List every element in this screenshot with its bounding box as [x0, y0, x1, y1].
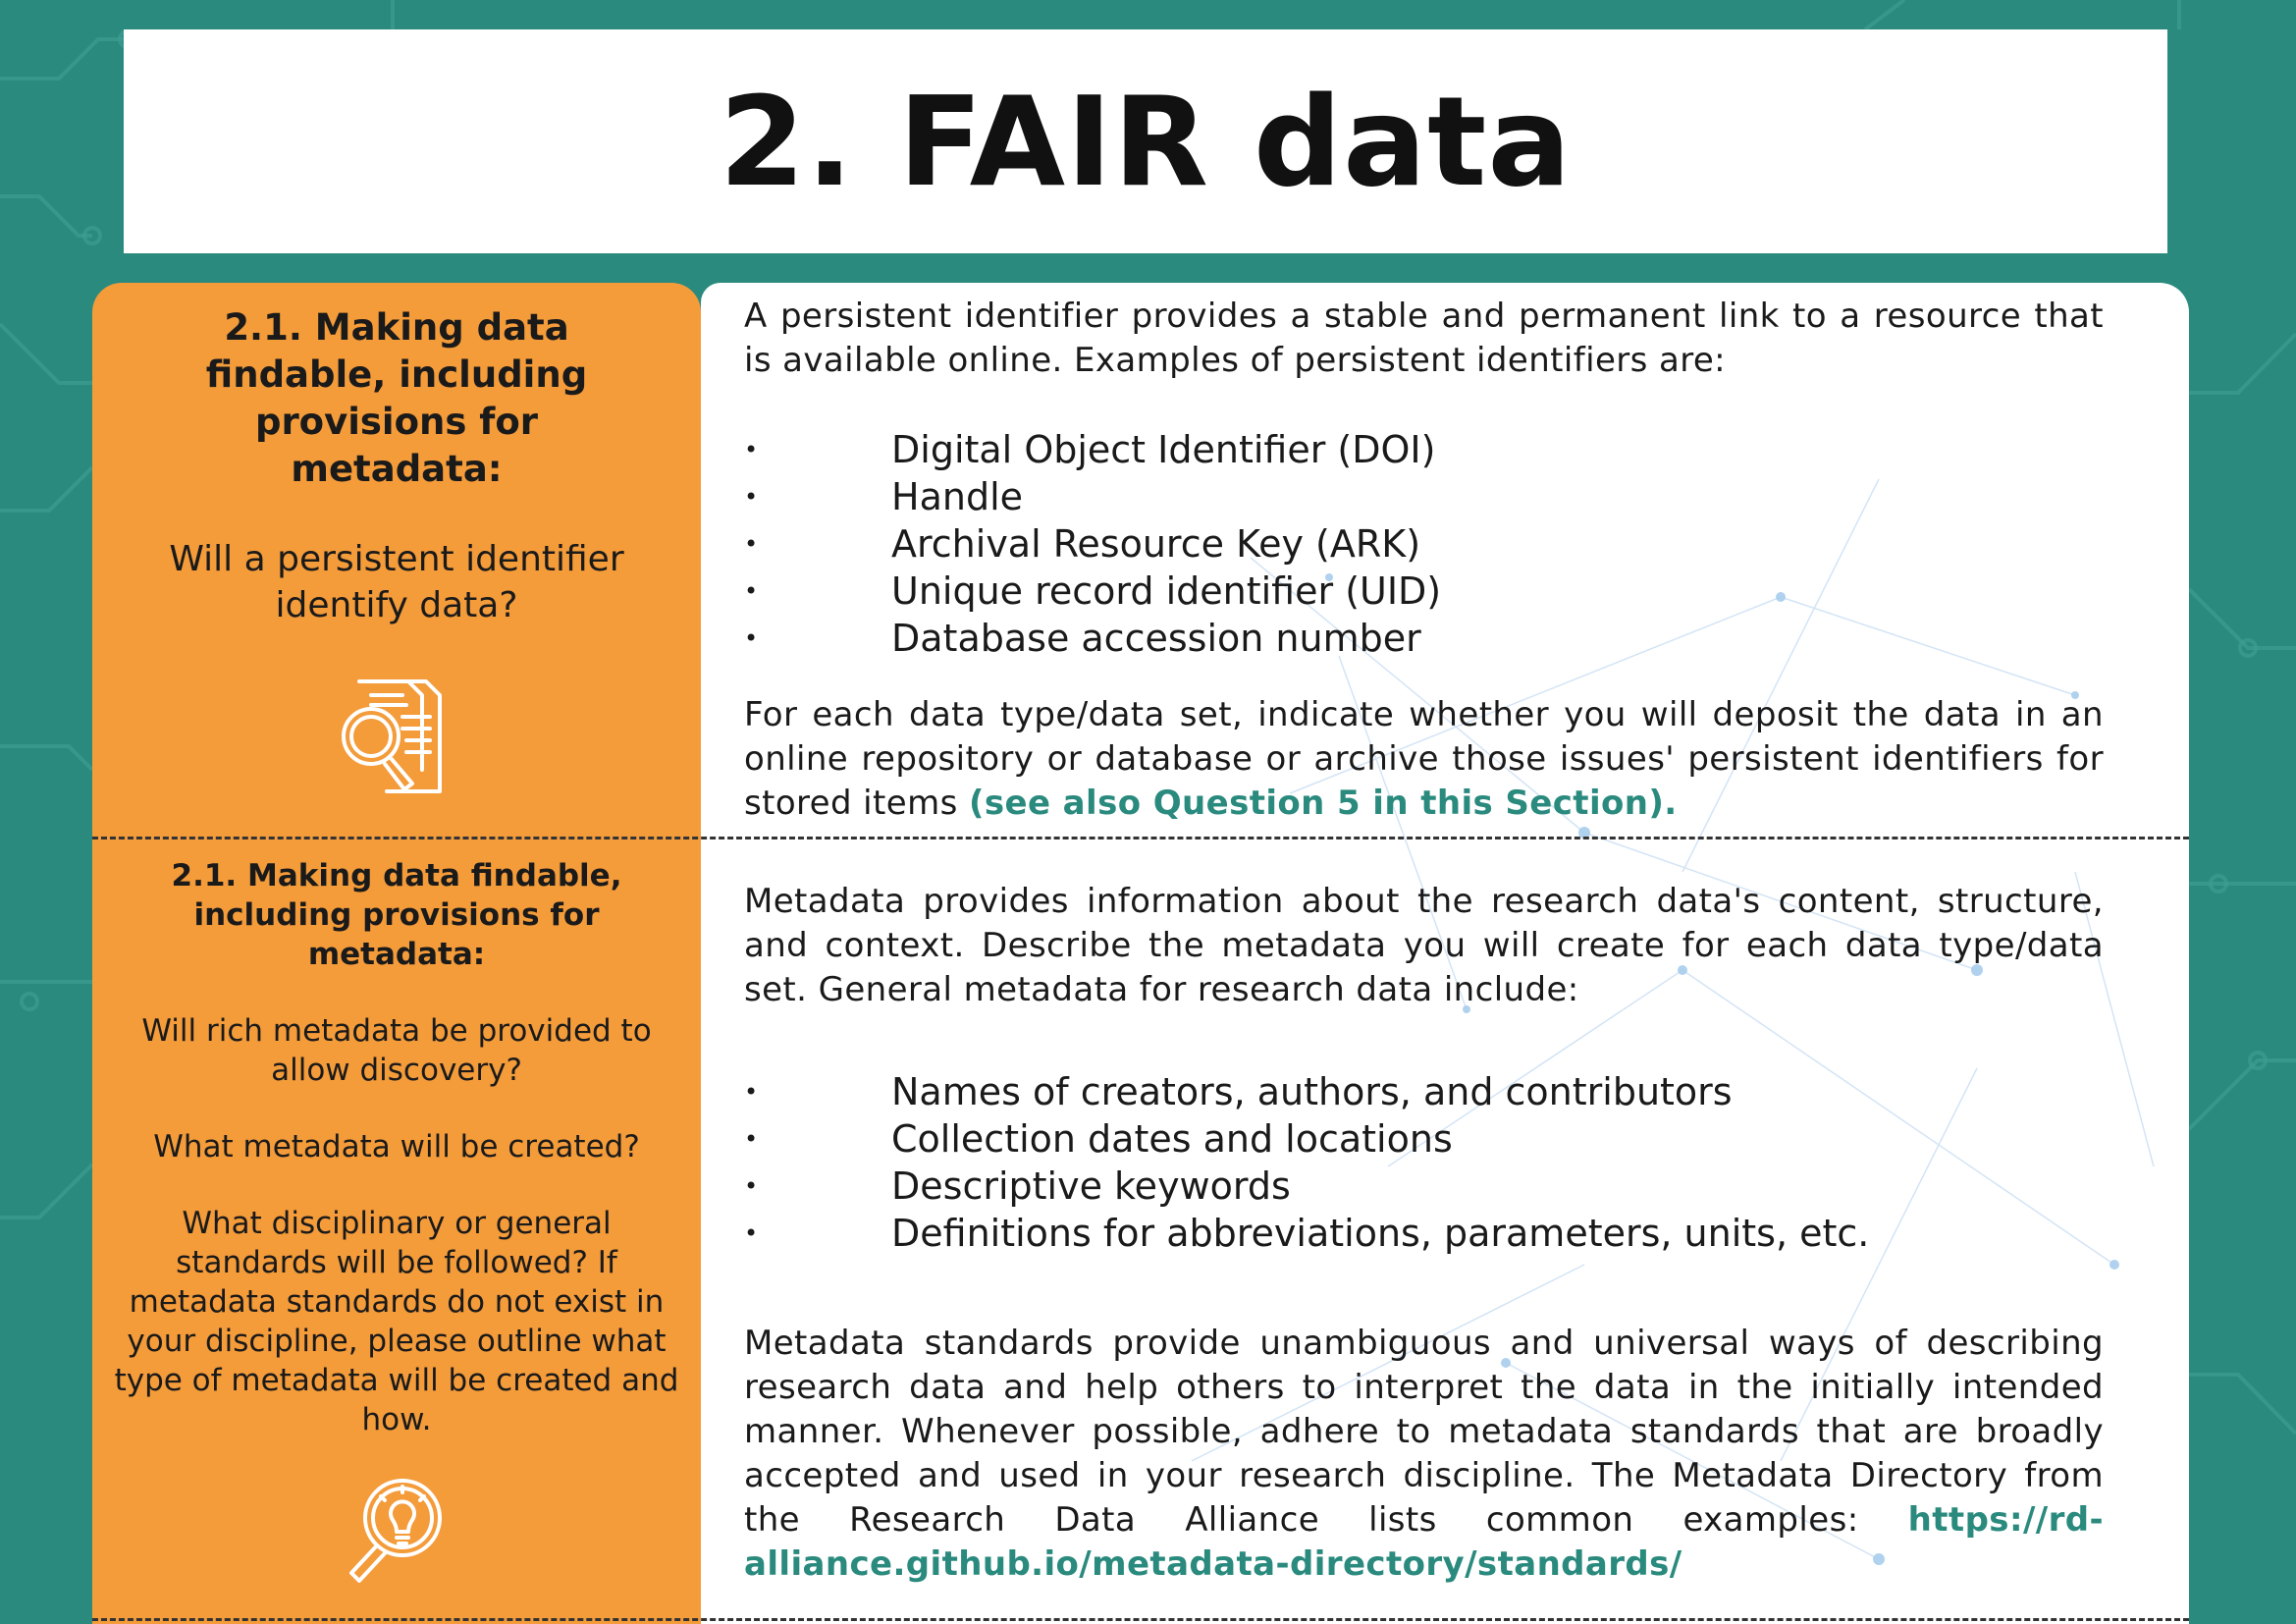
list-item: • Definitions for abbreviations, paramete…: [744, 1212, 1870, 1255]
section2-question-2: What metadata will be created?: [153, 1129, 640, 1164]
section2-question-block: 2.1. Making data findable, including pro…: [92, 856, 701, 1439]
right-answer-panel: A persistent identifier provides a stabl…: [701, 283, 2189, 1624]
list-item: • Unique record identifier (UID): [744, 569, 1442, 613]
section2-intro: Metadata provides information about the …: [744, 882, 2104, 1009]
section2-question-3: What disciplinary or general standards w…: [114, 1206, 679, 1437]
list-item: • Archival Resource Key (ARK): [744, 522, 1421, 566]
section-divider: [92, 1618, 2189, 1621]
section1-question-block: 2.1. Making data findable, including pro…: [92, 304, 701, 628]
lightbulb-search-icon: [349, 1479, 442, 1583]
list-item: • Digital Object Identifier (DOI): [744, 428, 1436, 471]
section1-question: Will a persistent identifier identify da…: [169, 539, 624, 625]
section1-heading: 2.1. Making data findable, including pro…: [205, 306, 588, 490]
left-question-panel: 2.1. Making data findable, including pro…: [92, 283, 701, 1624]
section2-closing: Metadata standards provide unambiguous a…: [744, 1324, 2104, 1584]
section-divider: [92, 837, 2189, 839]
page-title: 2. FAIR data: [719, 69, 1573, 214]
list-item: • Database accession number: [744, 617, 1421, 660]
title-banner: 2. FAIR data: [124, 29, 2167, 253]
section1-bullet-list: • Digital Object Identifier (DOI) • Handle…: [744, 426, 1441, 662]
metadata-directory-link[interactable]: https://rd-alliance.github.io/metadata-d…: [744, 1500, 2104, 1584]
list-item: • Descriptive keywords: [744, 1164, 1291, 1208]
section2-question-1: Will rich metadata be provided to allow …: [141, 1013, 652, 1088]
document-search-icon: [342, 679, 442, 793]
list-item: • Handle: [744, 475, 1024, 518]
section1-intro: A persistent identifier provides a stabl…: [744, 297, 2104, 380]
list-item: • Collection dates and locations: [744, 1117, 1453, 1161]
network-background: [1191, 478, 2155, 1565]
section1-closing: For each data type/data set, indicate wh…: [744, 695, 2104, 823]
section2-heading: 2.1. Making data findable, including pro…: [171, 858, 622, 972]
section2-bullet-list: • Names of creators, authors, and contrib…: [744, 1068, 1869, 1257]
section1-cross-reference: (see also Question 5 in this Section).: [968, 784, 1678, 823]
list-item: • Names of creators, authors, and contrib…: [744, 1070, 1733, 1113]
